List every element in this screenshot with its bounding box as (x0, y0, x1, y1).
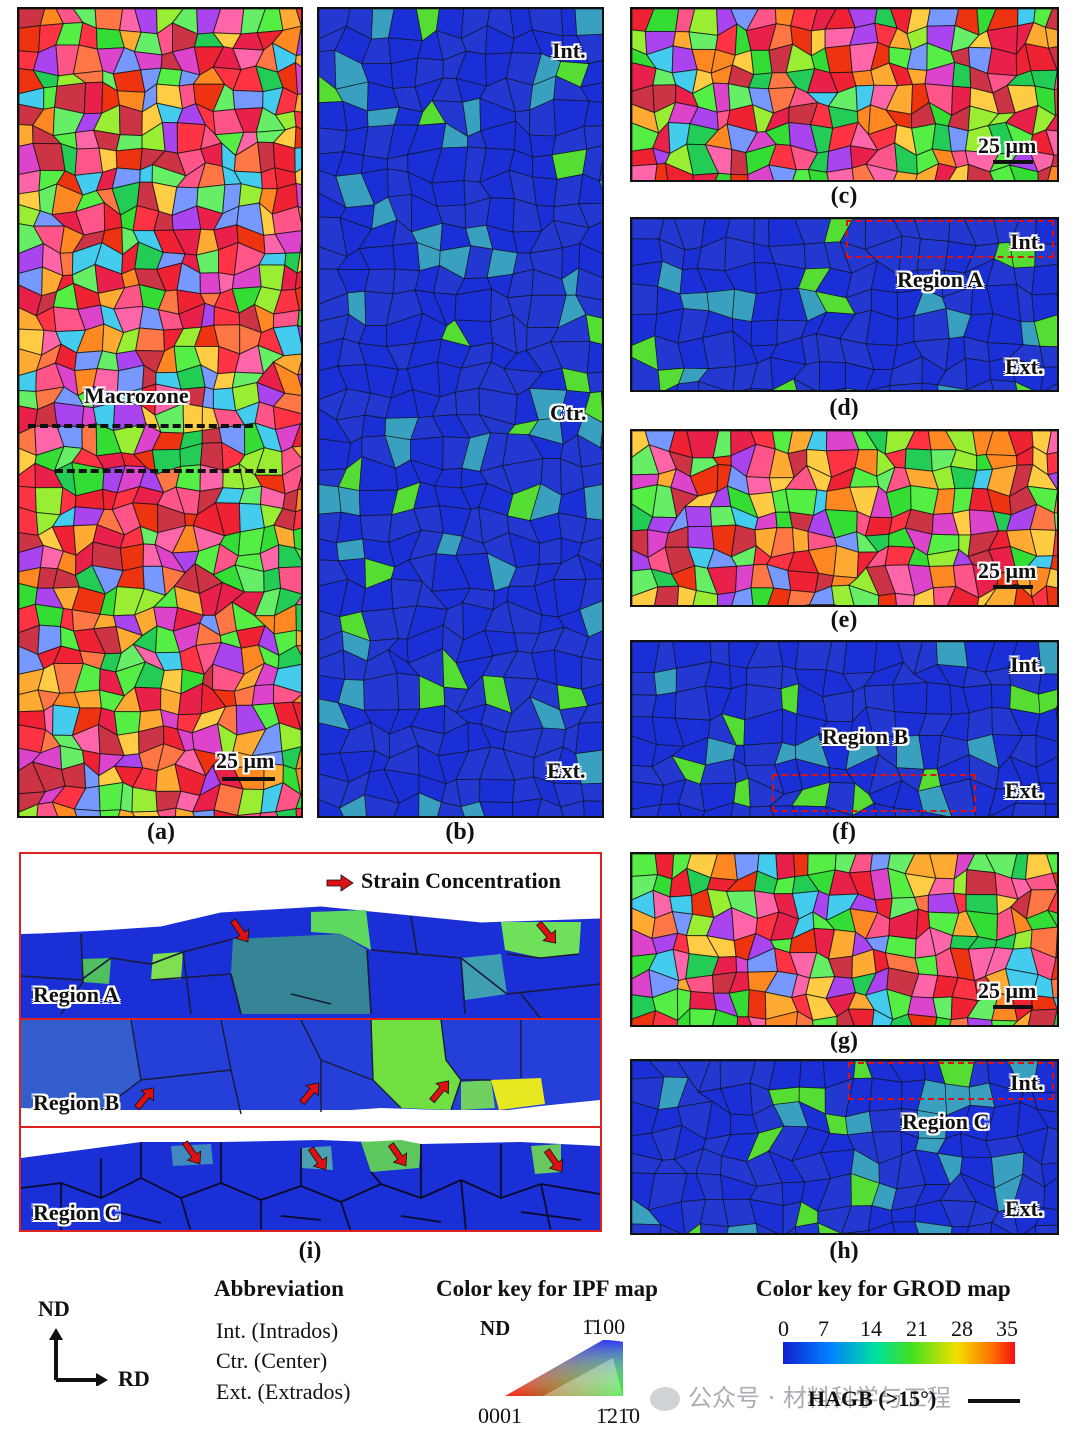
nd-axis-label: ND (38, 1296, 70, 1321)
ipf-key-title: Color key for IPF map (436, 1276, 658, 1301)
panel-h-region-label: Region C (902, 1109, 990, 1134)
panel-h-grod-map (630, 1059, 1059, 1235)
hagb-line-icon (968, 1399, 1020, 1403)
region-a-b-divider (21, 1018, 600, 1020)
strain-legend-label: Strain Concentration (361, 868, 561, 893)
panel-g-ipf-map (630, 852, 1059, 1027)
grod-colorbar (783, 1342, 1015, 1364)
grod-tick-14: 14 (860, 1316, 882, 1341)
panel-b-grod-map (317, 7, 604, 818)
panel-i-label: (i) (298, 1238, 322, 1264)
region-c-zoom-map (21, 1128, 600, 1230)
panel-b-ctr-label: Ctr. (550, 400, 587, 425)
panel-h-grain-map (632, 1061, 1057, 1233)
panel-c-grain-map (632, 9, 1057, 180)
panel-h-label: (h) (829, 1238, 859, 1264)
ipf-triangle-icon (505, 1340, 623, 1396)
strain-arrow-icons (134, 918, 564, 1173)
region-a-box (846, 220, 1054, 258)
region-b-zoom-map (21, 1020, 600, 1126)
panel-a-grain-map (19, 9, 301, 816)
panel-d-grod-map (630, 217, 1059, 392)
panel-a-ipf-map (17, 7, 303, 818)
panel-d-label: (d) (829, 395, 859, 421)
panel-a-scale-label: 25 μm (216, 748, 275, 773)
panel-c-label: (c) (830, 183, 858, 209)
region-b-zoom: Region B (21, 1020, 600, 1126)
panel-c-scale-bar (993, 160, 1033, 164)
panel-h-int-label: Int. (1010, 1070, 1044, 1095)
grod-tick-0: 0 (778, 1316, 789, 1341)
panel-a-scale-bar (222, 777, 275, 781)
panel-i-region-a-label: Region A (33, 982, 120, 1007)
panel-e-ipf-map (630, 429, 1059, 607)
panel-i-region-b-label: Region B (33, 1090, 120, 1115)
panel-b-label: (b) (445, 819, 475, 845)
abbreviation-ctr: Ctr. (Center) (216, 1348, 328, 1373)
panel-g-scale-bar (993, 1005, 1033, 1009)
grod-key-title: Color key for GROD map (756, 1276, 1011, 1301)
panel-c-ipf-map (630, 7, 1059, 182)
axes-arrows-icon (49, 1328, 108, 1386)
panel-b-int-label: Int. (552, 38, 586, 63)
panel-g-label: (g) (830, 1028, 858, 1054)
rd-axis-label: RD (118, 1366, 150, 1391)
panel-f-grain-map (632, 642, 1057, 816)
panel-g-grain-map (632, 854, 1057, 1025)
panel-c-scale-label: 25 μm (978, 133, 1037, 158)
ipf-key-nd: ND (480, 1316, 511, 1340)
macrozone-upper-line (28, 424, 253, 428)
panel-f-label: (f) (832, 819, 856, 845)
ipf-key-right: 1̄21̄0 (596, 1403, 640, 1428)
panel-g-scale-label: 25 μm (978, 978, 1037, 1003)
grod-tick-35: 35 (996, 1316, 1018, 1341)
panel-f-int-label: Int. (1010, 652, 1044, 677)
abbreviation-int: Int. (Intrados) (216, 1318, 339, 1343)
watermark-text: 公众号 · 材料科学与工程 (688, 1384, 951, 1412)
panel-d-int-label: Int. (1010, 229, 1044, 254)
ipf-key-top: 1̄100 (582, 1314, 626, 1339)
macrozone-lower-line (55, 469, 277, 473)
panel-d-grain-map (632, 219, 1057, 390)
region-c-box (848, 1062, 1054, 1100)
panel-e-scale-bar (993, 585, 1033, 589)
panel-b-ext-label: Ext. (547, 758, 586, 783)
region-b-box (772, 774, 976, 812)
panel-f-region-label: Region B (822, 724, 909, 749)
region-c-zoom: Region C (21, 1128, 600, 1230)
grod-tick-21: 21 (906, 1316, 928, 1341)
strain-legend-arrow-icon (326, 874, 354, 892)
watermark: 公众号 · 材料科学与工程 (650, 1378, 951, 1413)
abbreviation-title: Abbreviation (214, 1276, 344, 1301)
panel-i-region-zoom: Region A Region B Region (19, 852, 602, 1232)
region-b-c-divider (21, 1126, 600, 1128)
panel-f-ext-label: Ext. (1005, 778, 1044, 803)
panel-b-grain-map (319, 9, 602, 816)
grod-tick-28: 28 (951, 1316, 973, 1341)
macrozone-label: Macrozone (84, 383, 189, 408)
panel-e-scale-label: 25 μm (978, 558, 1037, 583)
grod-tick-7: 7 (818, 1316, 829, 1341)
panel-e-grain-map (632, 431, 1057, 605)
panel-h-ext-label: Ext. (1005, 1196, 1044, 1221)
panel-e-label: (e) (830, 607, 858, 633)
panel-d-region-label: Region A (897, 267, 984, 292)
panel-d-ext-label: Ext. (1005, 354, 1044, 379)
hagb-label: HAGB (>15°) (808, 1386, 937, 1411)
abbreviation-ext: Ext. (Extrados) (216, 1379, 351, 1404)
ipf-key-left: 0001 (478, 1403, 522, 1428)
panel-a-label: (a) (147, 819, 175, 845)
panel-i-region-c-label: Region C (33, 1200, 121, 1225)
region-a-zoom: Region A (21, 854, 600, 1019)
region-a-zoom-map (21, 906, 600, 1019)
panel-f-grod-map (630, 640, 1059, 818)
wechat-icon (650, 1387, 680, 1411)
